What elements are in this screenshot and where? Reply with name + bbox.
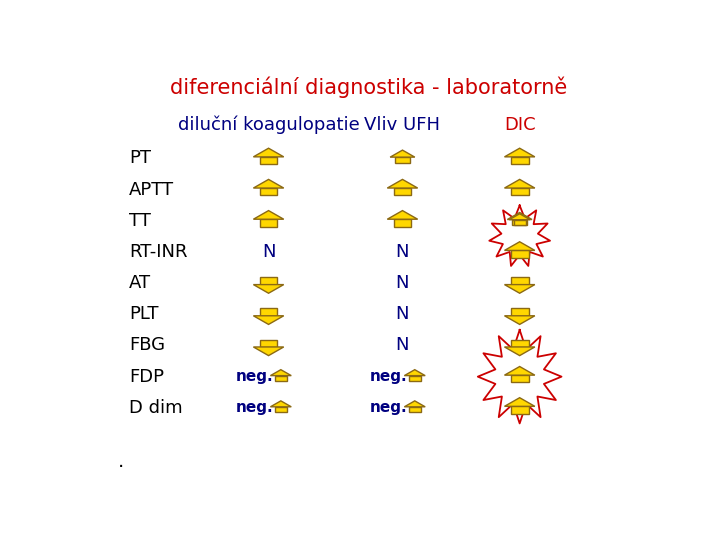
Text: N: N bbox=[396, 336, 409, 354]
Polygon shape bbox=[510, 157, 528, 164]
Polygon shape bbox=[395, 157, 410, 163]
Text: Vliv UFH: Vliv UFH bbox=[364, 116, 441, 134]
Polygon shape bbox=[260, 308, 277, 316]
Polygon shape bbox=[253, 316, 284, 325]
Polygon shape bbox=[260, 219, 277, 227]
Polygon shape bbox=[510, 251, 528, 258]
Text: AT: AT bbox=[129, 274, 151, 292]
Polygon shape bbox=[510, 277, 528, 285]
Text: TT: TT bbox=[129, 212, 151, 230]
Polygon shape bbox=[260, 157, 277, 164]
Polygon shape bbox=[271, 370, 292, 376]
Text: DIC: DIC bbox=[504, 116, 536, 134]
Polygon shape bbox=[510, 375, 528, 382]
Text: D dim: D dim bbox=[129, 399, 183, 417]
Text: PT: PT bbox=[129, 150, 151, 167]
Text: N: N bbox=[396, 305, 409, 323]
Polygon shape bbox=[394, 219, 411, 227]
Text: APTT: APTT bbox=[129, 180, 174, 199]
Text: FDP: FDP bbox=[129, 368, 164, 386]
Polygon shape bbox=[260, 277, 277, 285]
Text: .: . bbox=[118, 453, 124, 471]
Polygon shape bbox=[505, 316, 535, 325]
Polygon shape bbox=[387, 211, 418, 219]
Polygon shape bbox=[253, 179, 284, 188]
Polygon shape bbox=[275, 407, 287, 412]
Polygon shape bbox=[505, 367, 535, 375]
Polygon shape bbox=[510, 188, 528, 195]
Polygon shape bbox=[409, 407, 421, 412]
Polygon shape bbox=[505, 347, 535, 356]
Text: N: N bbox=[396, 274, 409, 292]
Text: N: N bbox=[262, 243, 275, 261]
Polygon shape bbox=[505, 285, 535, 293]
Polygon shape bbox=[505, 397, 535, 406]
Text: neg.: neg. bbox=[369, 400, 408, 415]
Text: diferenciální diagnostika - laboratorně: diferenciální diagnostika - laboratorně bbox=[171, 77, 567, 98]
Polygon shape bbox=[275, 376, 287, 381]
Polygon shape bbox=[253, 285, 284, 293]
Polygon shape bbox=[394, 188, 411, 195]
Polygon shape bbox=[253, 211, 284, 219]
Polygon shape bbox=[253, 347, 284, 356]
Text: neg.: neg. bbox=[369, 369, 408, 384]
Polygon shape bbox=[510, 406, 528, 414]
Polygon shape bbox=[409, 376, 421, 381]
Polygon shape bbox=[513, 220, 526, 225]
Polygon shape bbox=[390, 150, 415, 157]
Polygon shape bbox=[510, 340, 528, 347]
Polygon shape bbox=[405, 370, 426, 376]
Text: FBG: FBG bbox=[129, 336, 165, 354]
Polygon shape bbox=[253, 148, 284, 157]
Polygon shape bbox=[510, 308, 528, 316]
Text: N: N bbox=[396, 243, 409, 261]
Polygon shape bbox=[509, 214, 530, 220]
Polygon shape bbox=[513, 219, 527, 226]
Polygon shape bbox=[508, 212, 532, 219]
Text: diluční koagulopatie: diluční koagulopatie bbox=[178, 116, 359, 134]
Polygon shape bbox=[505, 148, 535, 157]
Polygon shape bbox=[387, 179, 418, 188]
Polygon shape bbox=[260, 188, 277, 195]
Text: PLT: PLT bbox=[129, 305, 158, 323]
Polygon shape bbox=[505, 179, 535, 188]
Polygon shape bbox=[260, 340, 277, 347]
Polygon shape bbox=[405, 401, 426, 407]
Polygon shape bbox=[505, 242, 535, 251]
Text: neg.: neg. bbox=[235, 400, 274, 415]
Text: neg.: neg. bbox=[235, 369, 274, 384]
Text: RT-INR: RT-INR bbox=[129, 243, 187, 261]
Polygon shape bbox=[271, 401, 292, 407]
